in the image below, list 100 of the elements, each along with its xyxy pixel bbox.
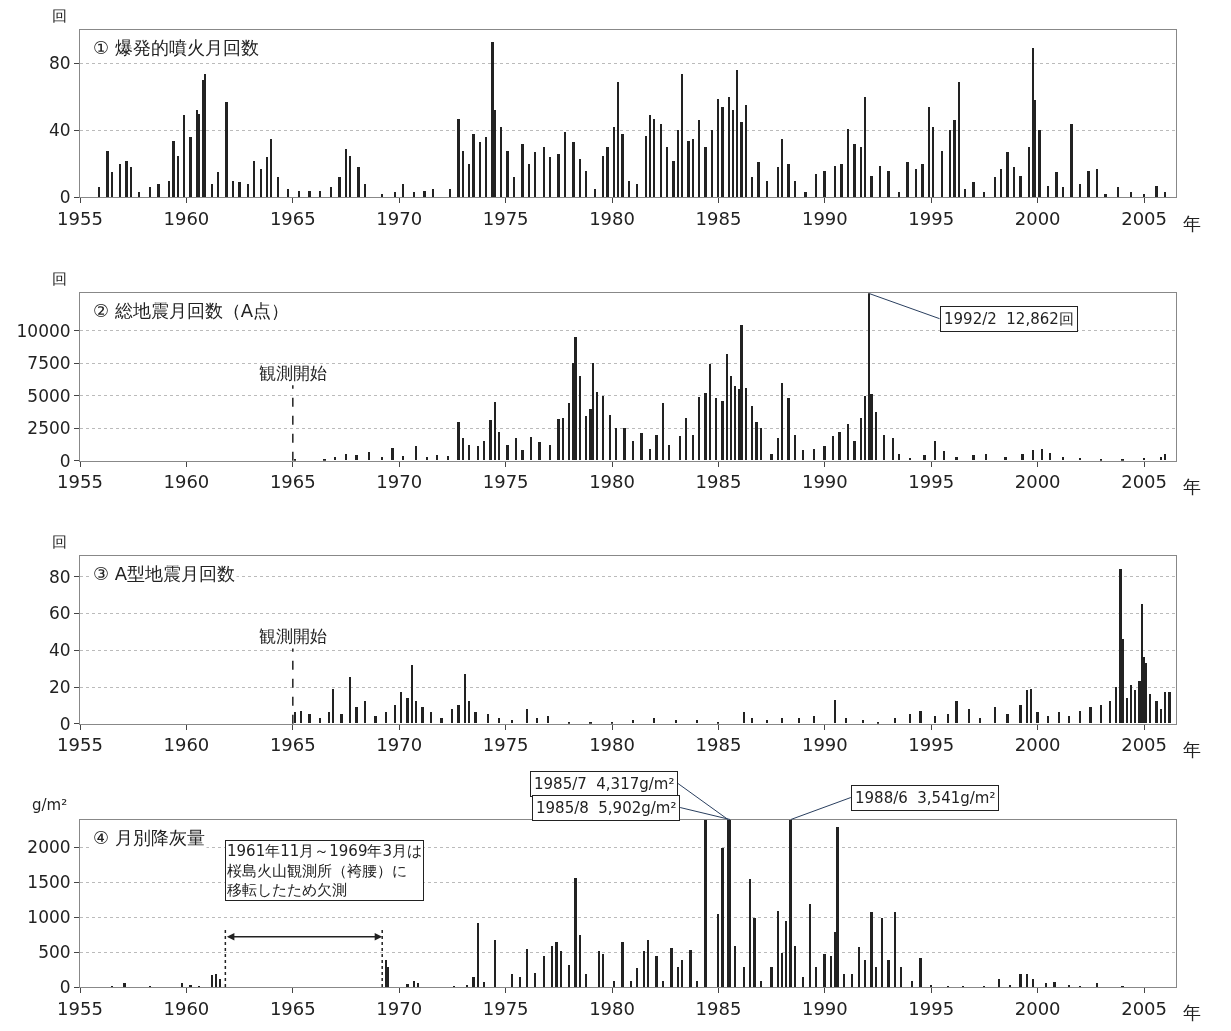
bar bbox=[794, 945, 796, 987]
bar bbox=[489, 420, 492, 461]
bar bbox=[364, 701, 366, 724]
bar bbox=[832, 436, 834, 461]
bar bbox=[98, 187, 100, 197]
bar bbox=[472, 976, 475, 987]
bar bbox=[219, 978, 221, 987]
y-tick-label: 40 bbox=[48, 640, 71, 661]
y-tick-label: 40 bbox=[48, 120, 71, 141]
x-tick-label: 1980 bbox=[589, 471, 635, 493]
bar bbox=[766, 181, 768, 197]
bar bbox=[1079, 458, 1081, 461]
bar bbox=[385, 959, 387, 987]
bar bbox=[513, 177, 515, 197]
bar bbox=[183, 115, 185, 197]
bar bbox=[487, 714, 489, 724]
bar bbox=[623, 428, 626, 461]
bar bbox=[1164, 192, 1166, 197]
bar bbox=[534, 972, 536, 987]
x-tick-label: 1975 bbox=[482, 997, 529, 1019]
bar bbox=[672, 161, 675, 197]
bar bbox=[260, 169, 262, 197]
bar bbox=[594, 189, 596, 197]
bar bbox=[928, 107, 930, 197]
bar bbox=[402, 184, 404, 197]
bar bbox=[511, 720, 513, 724]
bar bbox=[853, 441, 856, 461]
bar bbox=[423, 191, 426, 197]
bar bbox=[798, 718, 800, 724]
bar bbox=[1032, 978, 1034, 987]
bar bbox=[515, 438, 517, 461]
x-tick-label: 2000 bbox=[1014, 208, 1061, 230]
bar bbox=[1164, 692, 1166, 724]
bar bbox=[675, 720, 677, 724]
bar bbox=[636, 184, 638, 197]
bar bbox=[551, 945, 553, 987]
bar bbox=[1019, 176, 1022, 197]
x-tick-label: 1990 bbox=[801, 208, 848, 230]
bar bbox=[319, 718, 321, 724]
bar bbox=[715, 398, 717, 461]
bar bbox=[745, 388, 747, 461]
bar bbox=[1062, 187, 1064, 197]
bar bbox=[770, 966, 773, 987]
bar bbox=[898, 454, 900, 461]
bar bbox=[204, 74, 206, 197]
bar bbox=[813, 449, 815, 461]
chart-title: ① 爆発的噴火月回数 bbox=[93, 37, 259, 58]
x-tick-label: 1965 bbox=[269, 734, 316, 756]
bar bbox=[994, 177, 996, 197]
bar bbox=[506, 151, 509, 197]
bar bbox=[802, 976, 804, 987]
x-tick-label: 1960 bbox=[163, 997, 210, 1019]
bar bbox=[770, 454, 773, 461]
bar bbox=[640, 433, 643, 461]
bar bbox=[606, 147, 609, 197]
bar bbox=[732, 110, 734, 197]
bar bbox=[834, 166, 836, 197]
bar bbox=[449, 189, 451, 197]
bar bbox=[119, 164, 121, 197]
bar bbox=[579, 934, 581, 987]
bar bbox=[491, 42, 494, 197]
bar bbox=[1049, 453, 1051, 461]
bar bbox=[870, 911, 873, 987]
ref-line-label: 観測開始 bbox=[259, 626, 327, 646]
bar bbox=[1168, 692, 1171, 724]
bar bbox=[300, 711, 302, 724]
bar bbox=[883, 435, 885, 461]
bar bbox=[1032, 48, 1034, 197]
bar bbox=[400, 692, 402, 724]
bar bbox=[628, 181, 630, 197]
bar bbox=[864, 396, 866, 461]
bar bbox=[617, 82, 619, 197]
bar bbox=[364, 184, 366, 197]
bar bbox=[519, 976, 521, 987]
x-tick-label: 1995 bbox=[908, 471, 955, 493]
bar bbox=[436, 455, 438, 461]
bar bbox=[906, 162, 909, 197]
bar bbox=[494, 402, 496, 461]
bar bbox=[875, 966, 877, 987]
bar bbox=[840, 164, 843, 197]
bar bbox=[1019, 705, 1022, 724]
bar bbox=[457, 705, 460, 724]
x-tick-label: 2000 bbox=[1014, 734, 1061, 756]
bar bbox=[1160, 709, 1162, 724]
bar bbox=[426, 457, 428, 461]
bar bbox=[266, 157, 268, 197]
bar bbox=[911, 980, 913, 987]
x-tick-label: 1960 bbox=[163, 208, 210, 230]
x-tick-label: 1995 bbox=[908, 997, 955, 1019]
bar bbox=[1130, 192, 1132, 197]
bar bbox=[632, 441, 634, 461]
annotation: 1992/2 12,862回 bbox=[944, 310, 1074, 328]
x-tick-label: 1995 bbox=[908, 734, 955, 756]
y-tick-label: 5000 bbox=[27, 385, 71, 406]
bar bbox=[483, 981, 485, 987]
bar bbox=[1030, 689, 1032, 724]
bar bbox=[972, 455, 975, 461]
bar bbox=[247, 184, 249, 197]
bar bbox=[468, 701, 470, 724]
bar bbox=[740, 122, 743, 197]
